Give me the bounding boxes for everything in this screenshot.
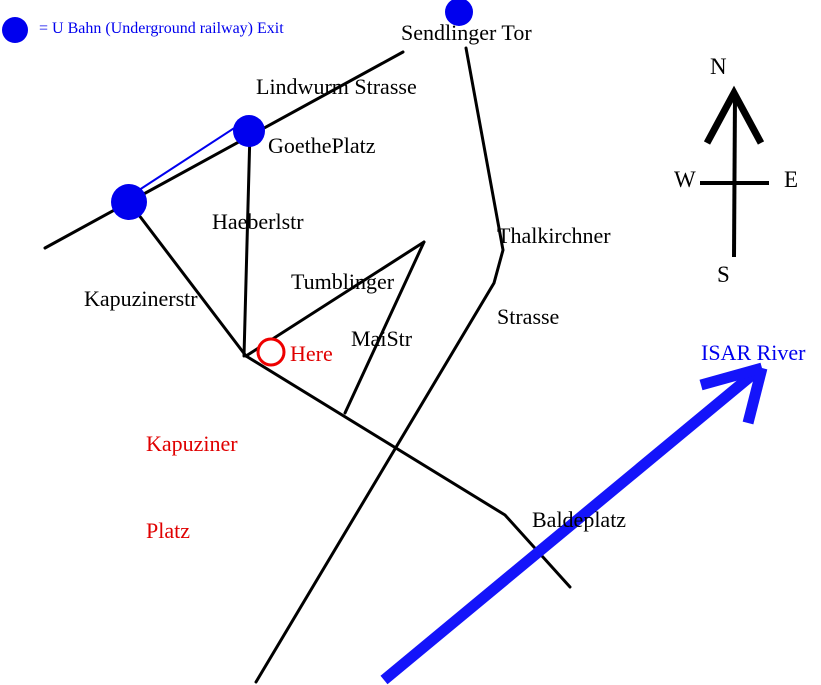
- compass-needle-head: [703, 85, 765, 145]
- compass-needle-shaft: [732, 94, 737, 258]
- ubahn-exit-marker-sendlinger-tor: [445, 0, 473, 26]
- river-arrow-shaft: [380, 366, 761, 685]
- river-arrowhead-left-barb: [699, 362, 764, 391]
- label-sendlinger-tor: Sendlinger Tor: [401, 20, 532, 45]
- label-kapuziner-platz-line2: Platz: [146, 518, 190, 543]
- ubahn-tunnel-line: [135, 122, 243, 193]
- label-thalkirchner-line1: Thalkirchner: [497, 223, 611, 248]
- label-thalkirchner-strasse: Thalkirchner Strasse: [497, 168, 611, 384]
- legend-text: = U Bahn (Underground railway) Exit: [39, 20, 284, 37]
- haeberlstr-line: [242, 129, 252, 358]
- tumblinger-line: [244, 240, 426, 358]
- label-maistr: MaiStr: [351, 326, 413, 351]
- compass-west-label: W: [674, 167, 696, 192]
- ubahn-exit-marker-west: [111, 184, 147, 220]
- label-baldeplatz: Baldeplatz: [532, 507, 627, 532]
- label-lindwurm-strasse: Lindwurm Strasse: [256, 74, 417, 99]
- label-isar-river: ISAR River: [701, 340, 806, 365]
- maistr-line: [343, 240, 426, 415]
- southeast-street-line: [244, 354, 572, 589]
- ubahn-exit-marker-goetheplatz: [233, 115, 265, 147]
- compass-east-label: E: [784, 167, 799, 192]
- label-haeberlstr: Haeberlstr: [212, 209, 304, 234]
- compass-rose: [700, 85, 769, 258]
- ubahn-exit-marker-legend-icon: [2, 17, 28, 43]
- label-here: Here: [290, 341, 333, 366]
- river-arrowhead-down-barb: [742, 366, 768, 425]
- isar-river-arrow: [380, 362, 768, 685]
- street-lines: [43, 46, 572, 684]
- label-thalkirchner-line2: Strasse: [497, 304, 560, 329]
- here-marker-circle: [256, 337, 286, 367]
- lindwurm-strasse-line: [43, 50, 405, 250]
- label-kapuziner-platz: Kapuziner Platz: [146, 371, 238, 603]
- label-tumblinger: Tumblinger: [291, 269, 395, 294]
- compass-north-label: N: [710, 54, 727, 79]
- label-goetheplatz: GoethePlatz: [268, 133, 376, 158]
- kapuzinerstr-line: [127, 200, 248, 358]
- compass-south-label: S: [717, 262, 730, 287]
- label-kapuziner-platz-line1: Kapuziner: [146, 431, 238, 456]
- label-kapuzinerstr: Kapuzinerstr: [84, 286, 198, 311]
- thalkirchner-strasse-line: [254, 46, 505, 684]
